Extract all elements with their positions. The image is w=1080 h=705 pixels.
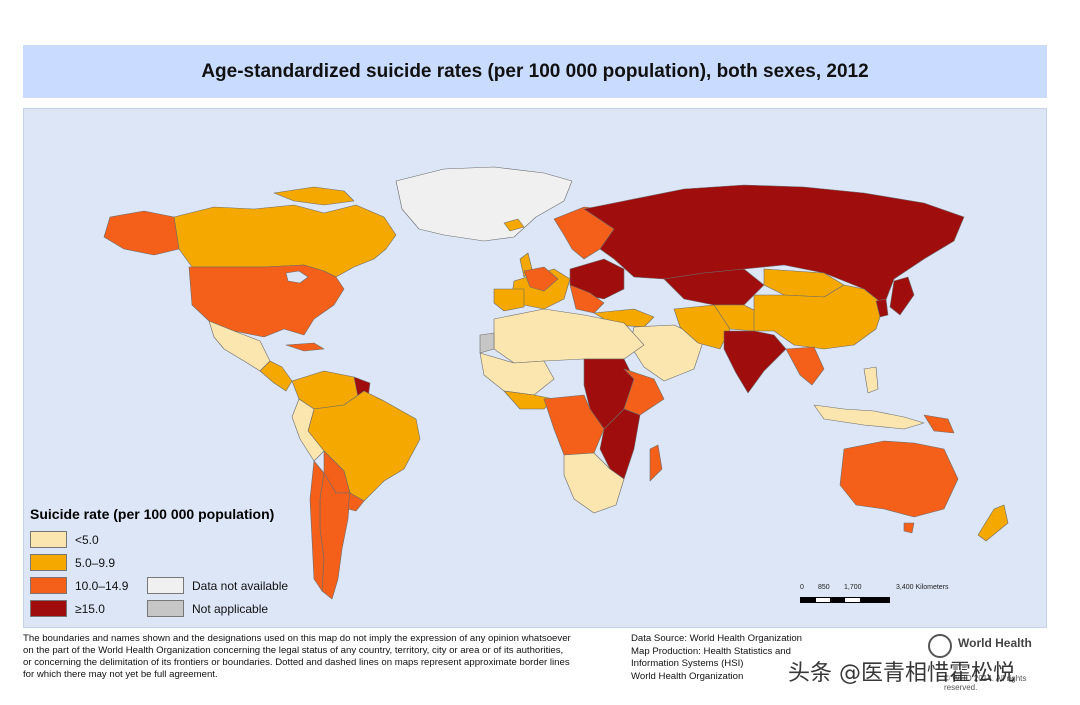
cuba [285,342,325,352]
scale-bar: 0 850 1,700 3,400 Kilometers [800,584,960,603]
legend-label: 10.0–14.9 [75,578,129,593]
legend-title: Suicide rate (per 100 000 population) [30,506,275,522]
iceland [503,218,525,232]
source-line: World Health Organization [631,670,744,682]
disclaimer: The boundaries and names shown and the d… [23,633,603,681]
scale-label: 3,400 Kilometers [896,584,949,591]
who-logo: World Health © WHO 2014. All rights rese… [928,632,1048,692]
source-line: Map Production: Health Statistics and [631,645,791,657]
disclaimer-line: The boundaries and names shown and the d… [23,633,571,644]
scale-labels: 0 850 1,700 3,400 Kilometers [800,584,960,596]
balkans [569,284,605,314]
iberia [493,288,525,312]
france-belgium [523,266,559,292]
scale-label: 1,700 [844,584,862,591]
uruguay [347,492,365,512]
peru [291,398,325,462]
mainland-se-asia [785,346,825,386]
legend-row: ≥15.0 Not applicable [30,597,320,620]
madagascar [649,444,663,482]
who-name: World Health [958,636,1032,650]
watermark: 头条 @医青相惜霍松悦 [788,661,1015,686]
legend-row: 5.0–9.9 [30,551,320,574]
india [723,330,787,394]
southern-africa [563,452,625,514]
legend-row: 10.0–14.9 Data not available [30,574,320,597]
legend-label: Data not available [192,578,289,593]
tasmania [903,522,915,534]
disclaimer-line: or concerning the delimitation of its fr… [23,657,570,668]
philippines [863,366,879,394]
disclaimer-line: on the part of the World Health Organiza… [23,645,564,656]
korea [875,298,889,318]
great-lakes [285,270,309,284]
chile [309,460,325,592]
scale-label: 0 [800,584,804,591]
canada-islands [273,186,355,206]
west-sahara [479,332,495,354]
legend-swatch-lt5 [30,531,67,548]
world-map [23,108,1047,628]
australia [839,440,959,518]
data-source: Data Source: World Health Organization M… [631,633,831,683]
copyright: © WHO 2014. All rights reserved. [944,674,1027,692]
map-title: Age-standardized suicide rates (per 100 … [201,60,869,82]
japan [889,276,915,316]
legend: Suicide rate (per 100 000 population) <5… [30,506,320,620]
legend-swatch-5-9 [30,554,67,571]
world-map-svg [103,166,1009,600]
scale-bar-graphic [800,597,890,603]
new-zealand [977,504,1009,542]
legend-label: ≥15.0 [75,601,105,616]
china [753,284,885,350]
legend-row: <5.0 [30,528,320,551]
png [923,414,955,434]
legend-swatch-notapp [147,600,184,617]
indonesia [813,404,925,430]
greenland [395,166,573,242]
source-line: Information Systems (HSI) [631,658,744,669]
who-emblem-icon [928,634,952,658]
source-line: Data Source: World Health Organization [631,633,802,644]
alaska [103,210,180,256]
legend-label: <5.0 [75,532,99,547]
disclaimer-line: for which there may not yet be full agre… [23,669,218,680]
legend-swatch-ge15 [30,600,67,617]
central-africa [543,394,605,456]
legend-label: Not applicable [192,601,269,616]
legend-label: 5.0–9.9 [75,555,116,570]
west-africa [479,352,555,396]
scale-label: 850 [818,584,830,591]
legend-swatch-na [147,577,184,594]
legend-swatch-10-14 [30,577,67,594]
map-title-bar: Age-standardized suicide rates (per 100 … [23,45,1047,98]
east-africa [599,408,641,480]
